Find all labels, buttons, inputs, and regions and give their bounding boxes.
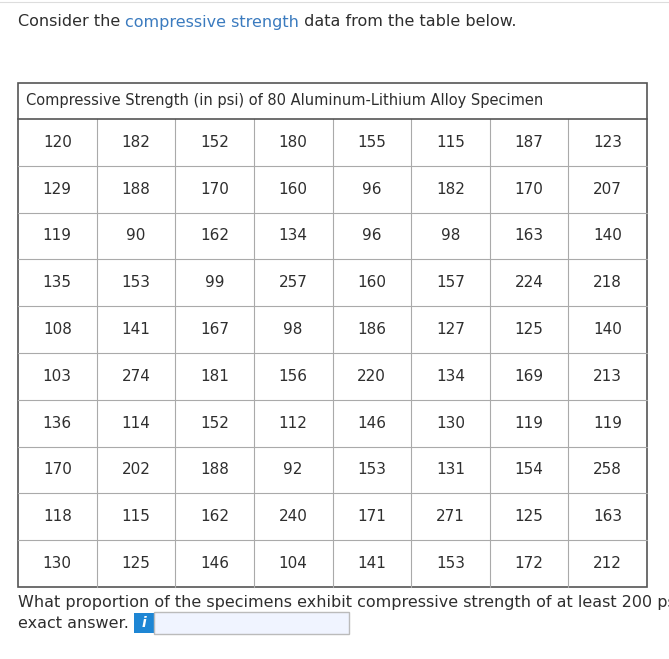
Text: 153: 153 [122,275,151,291]
Text: 154: 154 [514,463,543,478]
Text: 152: 152 [200,416,229,431]
Text: 187: 187 [514,135,543,150]
Text: 123: 123 [593,135,622,150]
Text: i: i [142,616,147,630]
Text: 135: 135 [43,275,72,291]
Text: 163: 163 [514,229,544,243]
Text: 131: 131 [436,463,465,478]
Text: 119: 119 [43,229,72,243]
Text: 162: 162 [200,229,229,243]
Text: 188: 188 [200,463,229,478]
Text: 157: 157 [436,275,465,291]
Text: 274: 274 [122,369,151,384]
Text: 188: 188 [122,182,151,196]
Text: 98: 98 [284,322,303,337]
Text: 156: 156 [279,369,308,384]
Text: 271: 271 [436,509,465,525]
Text: 160: 160 [279,182,308,196]
Text: 130: 130 [43,556,72,571]
Text: 90: 90 [126,229,146,243]
Text: 125: 125 [122,556,151,571]
Text: 213: 213 [593,369,622,384]
Text: 99: 99 [205,275,224,291]
Bar [134,613,154,633]
Bar [18,83,647,119]
Text: 134: 134 [279,229,308,243]
Text: 96: 96 [362,182,381,196]
Text: 169: 169 [514,369,544,384]
Text: 130: 130 [436,416,465,431]
Text: 207: 207 [593,182,622,196]
Text: 129: 129 [43,182,72,196]
Text: 258: 258 [593,463,622,478]
Text: 181: 181 [200,369,229,384]
Text: 108: 108 [43,322,72,337]
Text: 212: 212 [593,556,622,571]
Text: 115: 115 [122,509,151,525]
Text: 103: 103 [43,369,72,384]
Text: 125: 125 [514,322,543,337]
Text: 112: 112 [279,416,308,431]
Text: 127: 127 [436,322,465,337]
Text: 171: 171 [357,509,386,525]
Text: 163: 163 [593,509,622,525]
Text: 141: 141 [122,322,151,337]
Bar [18,83,647,587]
Text: data from the table below.: data from the table below. [299,14,516,30]
Text: 104: 104 [279,556,308,571]
Text: 146: 146 [200,556,229,571]
Text: 160: 160 [357,275,386,291]
Text: 220: 220 [357,369,386,384]
Text: 152: 152 [200,135,229,150]
Text: 114: 114 [122,416,151,431]
Text: 202: 202 [122,463,151,478]
Text: 92: 92 [284,463,303,478]
Text: 125: 125 [514,509,543,525]
Text: 224: 224 [514,275,543,291]
Text: 136: 136 [43,416,72,431]
Text: 182: 182 [436,182,465,196]
Text: Compressive Strength (in psi) of 80 Aluminum-Lithium Alloy Specimen: Compressive Strength (in psi) of 80 Alum… [26,94,543,109]
Text: 155: 155 [357,135,386,150]
Text: 167: 167 [200,322,229,337]
Text: 98: 98 [441,229,460,243]
Text: 170: 170 [43,463,72,478]
Text: 257: 257 [279,275,308,291]
Text: 134: 134 [436,369,465,384]
Text: 218: 218 [593,275,622,291]
Text: Consider the: Consider the [18,14,125,30]
Text: 170: 170 [200,182,229,196]
Text: 153: 153 [436,556,465,571]
Text: 96: 96 [362,229,381,243]
Text: 153: 153 [357,463,386,478]
Text: 140: 140 [593,322,622,337]
Text: 182: 182 [122,135,151,150]
Text: 118: 118 [43,509,72,525]
Text: 180: 180 [279,135,308,150]
Text: 141: 141 [357,556,386,571]
Text: 146: 146 [357,416,386,431]
Text: 162: 162 [200,509,229,525]
Text: compressive strength: compressive strength [125,14,299,30]
Text: 172: 172 [514,556,543,571]
Text: 140: 140 [593,229,622,243]
Text: 120: 120 [43,135,72,150]
Text: 186: 186 [357,322,386,337]
Text: 240: 240 [279,509,308,525]
Text: exact answer.: exact answer. [18,616,134,631]
Text: 115: 115 [436,135,465,150]
Text: 170: 170 [514,182,543,196]
Bar [154,612,349,634]
Text: 119: 119 [514,416,543,431]
Text: 119: 119 [593,416,622,431]
Text: What proportion of the specimens exhibit compressive strength of at least 200 ps: What proportion of the specimens exhibit… [18,594,669,610]
